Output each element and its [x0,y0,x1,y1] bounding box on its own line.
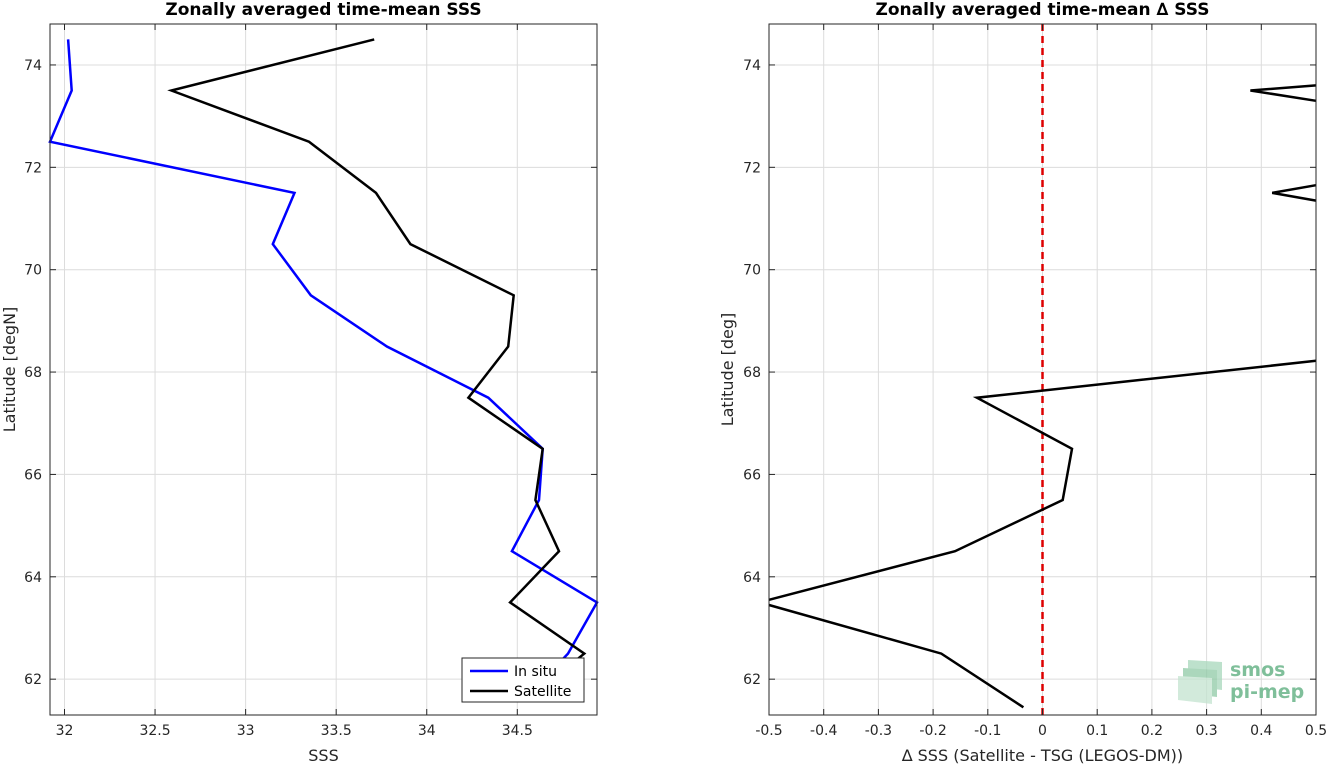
sss-x-axis-label: SSS [308,746,338,765]
x-tick-label: 0.1 [1086,723,1108,739]
x-tick-label: 0.2 [1141,723,1163,739]
x-tick-label: 0.3 [1195,723,1217,739]
x-tick-label: 32.5 [139,723,170,739]
y-tick-label: 66 [24,467,42,483]
delta-sss-chart-title: Zonally averaged time-mean ∆ SSS [876,0,1210,20]
logo-text-smos: smos [1230,659,1285,681]
sss-axes-frame [49,23,598,716]
delta-sss-x-axis-label: ∆ SSS (Satellite - TSG (LEGOS-DM)) [901,746,1183,765]
x-tick-label: -0.3 [865,723,892,739]
y-tick-label: 72 [24,160,42,176]
x-tick-label: 34 [418,723,436,739]
y-tick-label: 72 [743,160,761,176]
delta-sss-panel: -0.5 -0.4 -0.3 -0.2 -0.1 0 0.1 0.2 0.3 0.4 0.5 62 64… [718,0,1327,765]
y-tick-label: 62 [743,672,761,688]
delta-sss-y-axis-label: Latitude [deg] [718,313,737,427]
x-tick-label: -0.2 [919,723,946,739]
y-tick-label: 68 [743,365,761,381]
sss-grid [50,24,597,715]
delta-sss-ticks: -0.5 -0.4 -0.3 -0.2 -0.1 0 0.1 0.2 0.3 0.4 0.5 62 64… [743,24,1327,739]
y-tick-label: 64 [24,570,42,586]
x-tick-label: 33 [237,723,255,739]
series-line-satellite [167,38,587,665]
series-line-in-situ [48,39,599,670]
x-tick-label: 0.5 [1305,723,1327,739]
y-tick-label: 68 [24,365,42,381]
x-tick-label: 34.5 [502,723,533,739]
y-tick-label: 70 [743,263,761,279]
x-tick-label: 32 [56,723,74,739]
series-line-delta-sss [768,603,1025,709]
x-tick-label: 0.4 [1250,723,1272,739]
sss-chart-title: Zonally averaged time-mean SSS [165,0,481,20]
series-line-delta-sss [1271,183,1317,202]
series-line-delta-sss [768,359,1317,602]
sss-ticks: 32 32.5 33 33.5 34 34.5 62 64 66 68 70 72 74 [24,24,597,739]
y-tick-label: 66 [743,467,761,483]
series-line-delta-sss [1250,84,1317,103]
sss-panel: 32 32.5 33 33.5 34 34.5 62 64 66 68 70 72 74 Zonally… [0,0,599,765]
x-tick-label: -0.5 [755,723,782,739]
y-tick-label: 74 [24,58,42,74]
x-tick-label: -0.1 [974,723,1001,739]
legend-label-satellite: Satellite [514,684,571,700]
delta-sss-series [768,84,1317,709]
y-tick-label: 62 [24,672,42,688]
legend: In situ Satellite [461,657,585,703]
logo-mark-icon [1178,660,1222,704]
smos-pi-mep-logo: smos pi-mep [1178,659,1304,704]
logo-text-pi-mep: pi-mep [1230,681,1304,703]
x-tick-label: -0.4 [810,723,837,739]
legend-box [461,657,585,703]
y-tick-label: 64 [743,570,761,586]
sss-y-axis-label: Latitude [degN] [0,307,19,433]
legend-label-in-situ: In situ [514,664,557,680]
sss-series [48,38,599,670]
x-tick-label: 33.5 [321,723,352,739]
x-tick-label: 0 [1038,723,1047,739]
y-tick-label: 70 [24,263,42,279]
y-tick-label: 74 [743,58,761,74]
